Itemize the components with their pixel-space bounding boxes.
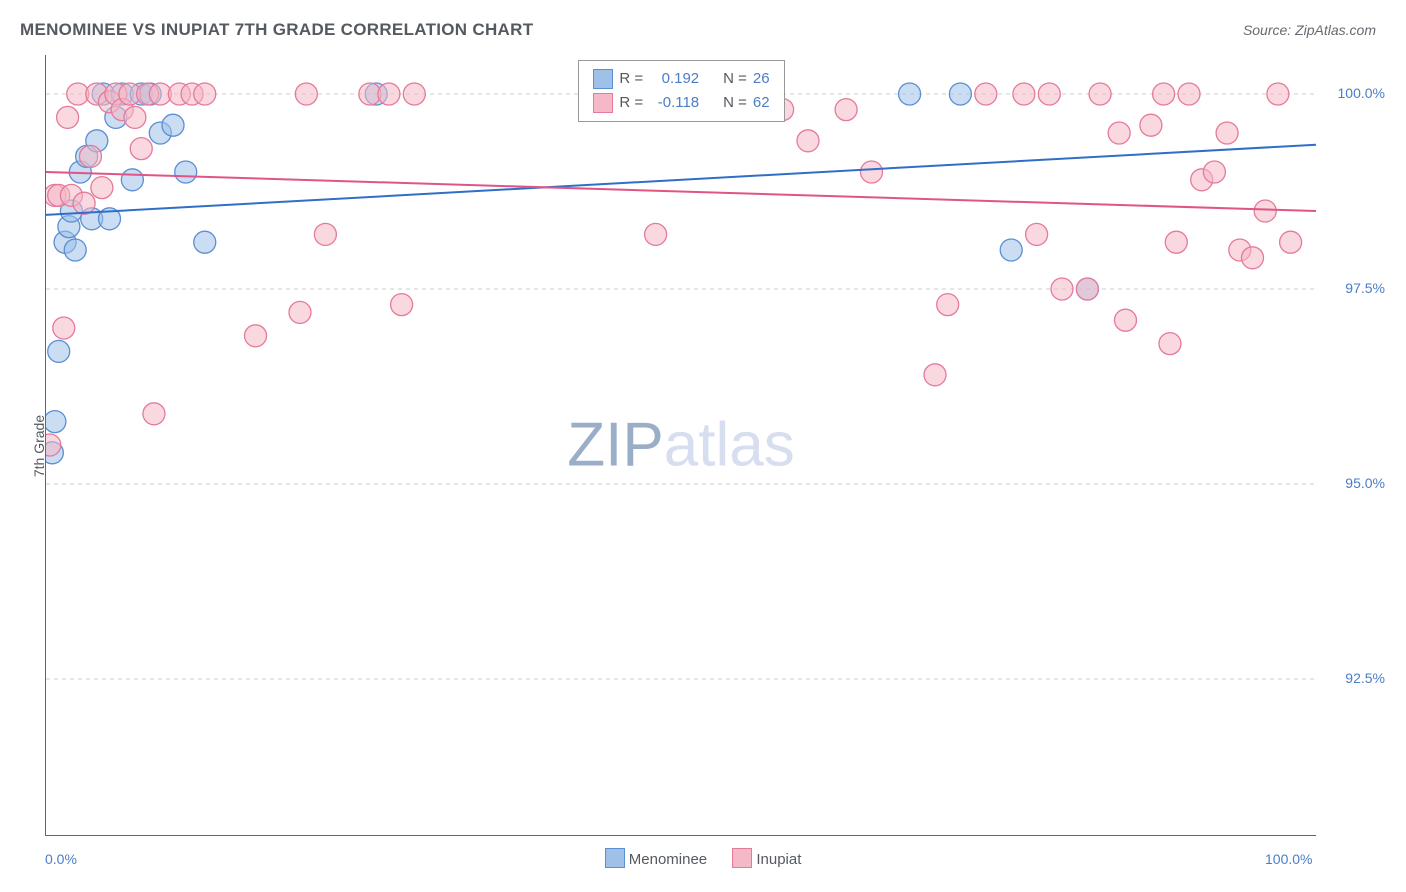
data-point: [1038, 83, 1060, 105]
data-point: [64, 239, 86, 261]
chart-container: MENOMINEE VS INUPIAT 7TH GRADE CORRELATI…: [0, 0, 1406, 892]
data-point: [57, 106, 79, 128]
data-point: [1153, 83, 1175, 105]
data-point: [391, 294, 413, 316]
y-tick-label: 100.0%: [1325, 85, 1385, 101]
legend-r-value: 0.192: [649, 67, 699, 91]
data-point: [289, 301, 311, 323]
legend-swatch: [593, 69, 613, 89]
legend-r-value: -0.118: [649, 91, 699, 115]
data-point: [48, 340, 70, 362]
data-point: [53, 317, 75, 339]
data-point: [73, 192, 95, 214]
data-point: [130, 138, 152, 160]
data-point: [937, 294, 959, 316]
data-point: [46, 411, 66, 433]
data-point: [1159, 333, 1181, 355]
legend-r-prefix: R =: [619, 91, 643, 115]
correlation-legend-row: R =0.192 N =26: [593, 67, 769, 91]
data-point: [1267, 83, 1289, 105]
data-point: [1026, 223, 1048, 245]
data-point: [1051, 278, 1073, 300]
data-point: [1115, 309, 1137, 331]
legend-swatch: [732, 848, 752, 868]
data-point: [295, 83, 317, 105]
legend-series-label: Inupiat: [756, 851, 801, 868]
data-point: [194, 83, 216, 105]
legend-swatch: [605, 848, 625, 868]
data-point: [797, 130, 819, 152]
data-point: [121, 169, 143, 191]
data-point: [1203, 161, 1225, 183]
data-point: [1242, 247, 1264, 269]
data-point: [1280, 231, 1302, 253]
source-attribution: Source: ZipAtlas.com: [1243, 22, 1376, 38]
data-point: [124, 106, 146, 128]
correlation-legend: R =0.192 N =26 R =-0.118 N =62: [578, 60, 784, 122]
data-point: [1140, 114, 1162, 136]
data-point: [91, 177, 113, 199]
series-legend: Menominee Inupiat: [0, 848, 1406, 868]
data-point: [975, 83, 997, 105]
data-point: [1178, 83, 1200, 105]
data-point: [1165, 231, 1187, 253]
data-point: [1254, 200, 1276, 222]
data-point: [1013, 83, 1035, 105]
data-point: [175, 161, 197, 183]
legend-swatch: [593, 93, 613, 113]
data-point: [1089, 83, 1111, 105]
y-tick-label: 92.5%: [1325, 670, 1385, 686]
legend-series-label: Menominee: [629, 851, 707, 868]
data-point: [245, 325, 267, 347]
data-point: [403, 83, 425, 105]
y-tick-label: 97.5%: [1325, 280, 1385, 296]
data-point: [1108, 122, 1130, 144]
data-point: [79, 145, 101, 167]
data-point: [162, 114, 184, 136]
legend-n-prefix: N =: [723, 67, 747, 91]
legend-n-value: 26: [753, 67, 770, 91]
data-point: [835, 99, 857, 121]
chart-title: MENOMINEE VS INUPIAT 7TH GRADE CORRELATI…: [20, 20, 533, 40]
legend-n-prefix: N =: [723, 91, 747, 115]
plot-area: ZIPatlas: [45, 55, 1316, 836]
data-point: [1216, 122, 1238, 144]
data-point: [143, 403, 165, 425]
x-tick-label: 100.0%: [1265, 851, 1312, 867]
correlation-legend-row: R =-0.118 N =62: [593, 91, 769, 115]
data-point: [899, 83, 921, 105]
data-point: [314, 223, 336, 245]
data-point: [1000, 239, 1022, 261]
data-point: [861, 161, 883, 183]
data-point: [949, 83, 971, 105]
scatter-svg: [46, 55, 1316, 835]
data-point: [378, 83, 400, 105]
data-point: [194, 231, 216, 253]
data-point: [1076, 278, 1098, 300]
legend-r-prefix: R =: [619, 67, 643, 91]
data-point: [645, 223, 667, 245]
y-tick-label: 95.0%: [1325, 475, 1385, 491]
legend-n-value: 62: [753, 91, 770, 115]
x-tick-label: 0.0%: [45, 851, 77, 867]
data-point: [924, 364, 946, 386]
